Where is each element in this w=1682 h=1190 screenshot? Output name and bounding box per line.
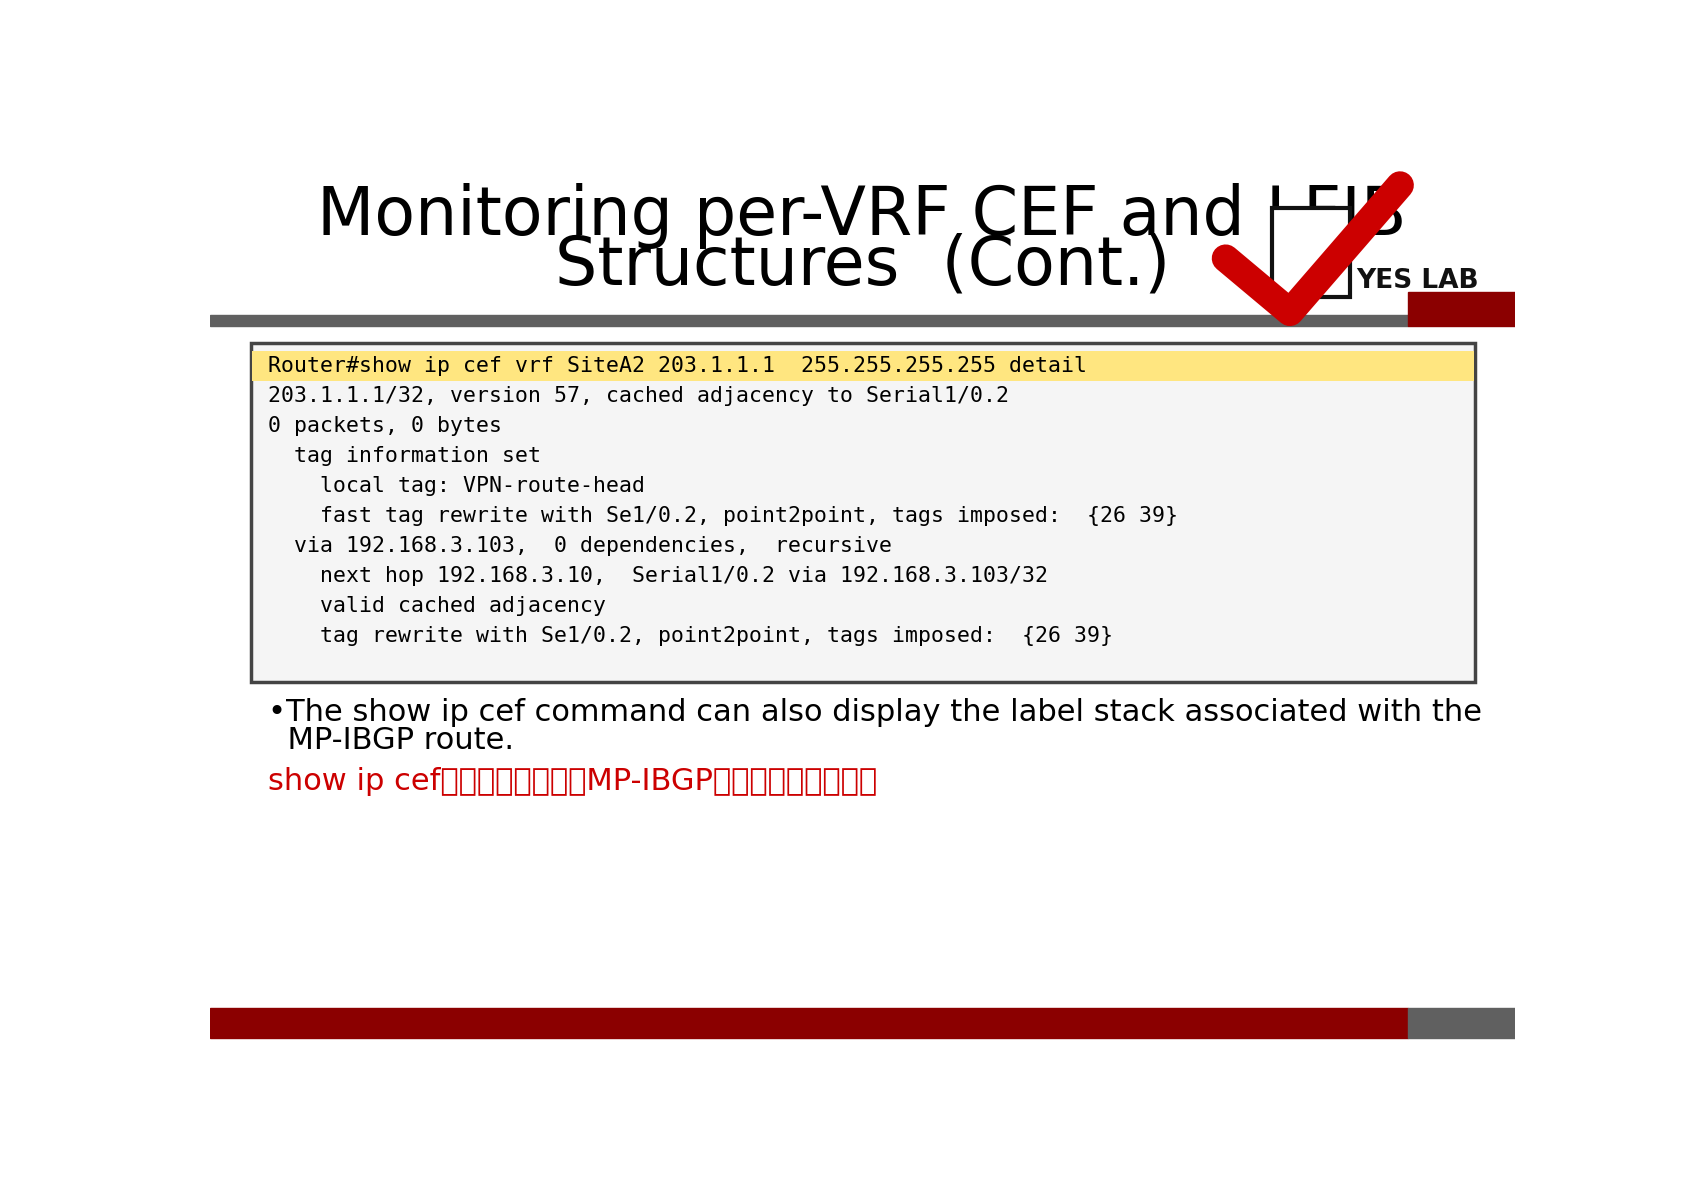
Text: Monitoring per-VRF CEF and LFIB: Monitoring per-VRF CEF and LFIB (318, 183, 1406, 249)
Text: tag rewrite with Se1/0.2, point2point, tags imposed:  {26 39}: tag rewrite with Se1/0.2, point2point, t… (267, 626, 1112, 646)
Bar (1272, 208, 1349, 296)
Bar (1406, 293, 1514, 315)
Text: YES LAB: YES LAB (1356, 269, 1477, 294)
Bar (252, 351, 1473, 382)
Text: •The show ip cef command can also display the label stack associated with the: •The show ip cef command can also displa… (269, 699, 1482, 727)
Text: 0 packets, 0 bytes: 0 packets, 0 bytes (267, 416, 501, 437)
Text: 203.1.1.1/32, version 57, cached adjacency to Serial1/0.2: 203.1.1.1/32, version 57, cached adjacen… (267, 386, 1008, 406)
Bar (210, 315, 1406, 326)
Text: show ip cef命令还可以显示与MP-IBGP路钱关联的标签栈。: show ip cef命令还可以显示与MP-IBGP路钱关联的标签栈。 (269, 768, 876, 796)
Bar (1406, 315, 1514, 326)
Text: next hop 192.168.3.10,  Serial1/0.2 via 192.168.3.103/32: next hop 192.168.3.10, Serial1/0.2 via 1… (267, 566, 1048, 587)
Text: fast tag rewrite with Se1/0.2, point2point, tags imposed:  {26 39}: fast tag rewrite with Se1/0.2, point2poi… (267, 506, 1177, 526)
Text: valid cached adjacency: valid cached adjacency (267, 596, 606, 616)
Text: via 192.168.3.103,  0 dependencies,  recursive: via 192.168.3.103, 0 dependencies, recur… (267, 537, 891, 556)
Bar (1406, 1008, 1514, 1038)
Text: local tag: VPN-route-head: local tag: VPN-route-head (267, 476, 644, 496)
Text: Router#show ip cef vrf SiteA2 203.1.1.1  255.255.255.255 detail: Router#show ip cef vrf SiteA2 203.1.1.1 … (267, 356, 1087, 376)
Text: tag information set: tag information set (267, 446, 540, 466)
Text: Structures  (Cont.): Structures (Cont.) (553, 233, 1169, 299)
Text: MP-IBGP route.: MP-IBGP route. (269, 726, 515, 754)
Bar (251, 343, 1475, 682)
Bar (210, 1008, 1406, 1038)
